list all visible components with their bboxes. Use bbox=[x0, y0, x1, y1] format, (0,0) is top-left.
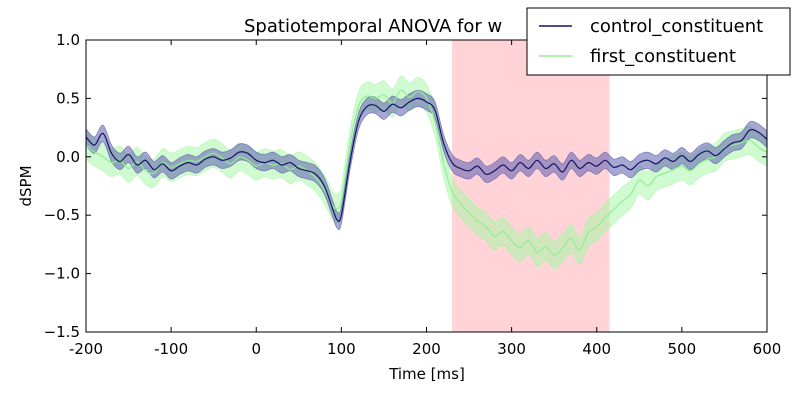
highlight-span-layer bbox=[452, 40, 610, 332]
y-tick-label: 0.0 bbox=[56, 148, 80, 166]
x-tick-label: 600 bbox=[753, 340, 782, 358]
x-tick-label: 500 bbox=[668, 340, 697, 358]
y-axis: 1.0 0.5 0.0 −0.5 −1.0 −1.5 bbox=[44, 31, 767, 341]
x-tick-label: 0 bbox=[251, 340, 261, 358]
legend-label-first-constituent: first_constituent bbox=[590, 46, 736, 67]
legend-box bbox=[526, 7, 791, 76]
series-line-control-constituent bbox=[86, 97, 767, 223]
x-tick-label: 300 bbox=[497, 340, 526, 358]
legend-label-control-constituent: control_constituent bbox=[590, 16, 763, 37]
series-line-layer bbox=[86, 89, 767, 256]
legend: control_constituent first_constituent bbox=[526, 7, 791, 76]
y-tick-label: −1.0 bbox=[44, 265, 80, 283]
band-first-constituent bbox=[86, 75, 767, 270]
x-tick-label: 200 bbox=[412, 340, 441, 358]
x-tick-label: -200 bbox=[69, 340, 103, 358]
x-tick-label: 100 bbox=[327, 340, 356, 358]
y-tick-label: 0.5 bbox=[56, 89, 80, 107]
y-tick-label: −1.5 bbox=[44, 323, 80, 341]
y-tick-label: −0.5 bbox=[44, 206, 80, 224]
chart-title: Spatiotemporal ANOVA for w bbox=[244, 16, 502, 37]
x-axis-label: Time [ms] bbox=[388, 365, 465, 383]
y-tick-label: 1.0 bbox=[56, 31, 80, 49]
highlight-span bbox=[452, 40, 610, 332]
x-axis: -200 -100 0 100 200 300 400 500 600 bbox=[69, 40, 781, 358]
y-axis-label: dSPM bbox=[17, 165, 35, 206]
x-tick-label: 400 bbox=[582, 340, 611, 358]
series-line-first-constituent bbox=[86, 89, 767, 256]
x-tick-label: -100 bbox=[154, 340, 188, 358]
